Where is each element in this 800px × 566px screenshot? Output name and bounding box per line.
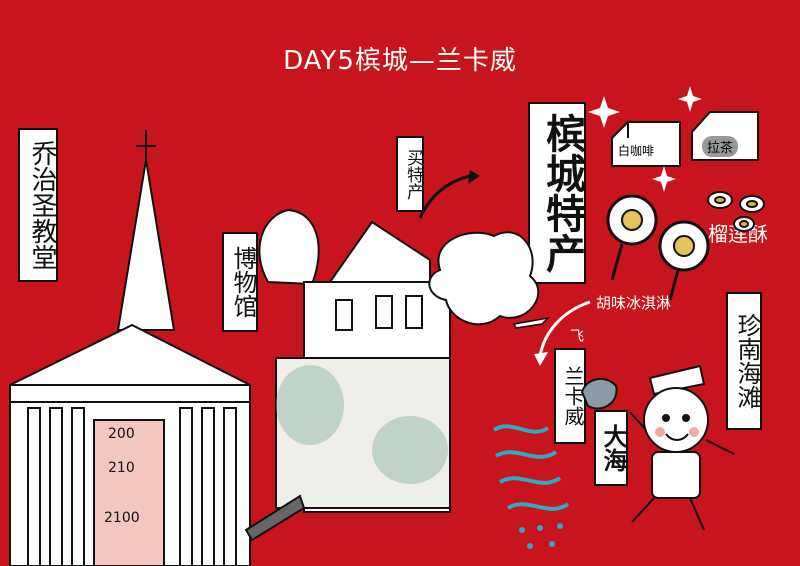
- museum-label: 博物馆: [222, 232, 258, 332]
- tree: [258, 208, 320, 286]
- white-coffee-box: 白咖啡: [610, 120, 682, 168]
- church-scrawl-2: 210: [108, 460, 135, 476]
- penang-specialty-label: 槟城特产: [528, 102, 586, 284]
- buy-specialty-label: 买特产: [396, 136, 424, 212]
- church-label: 乔治圣教堂: [18, 128, 58, 282]
- ice-cream-1: [606, 194, 658, 281]
- arrow-to-langkawi: [538, 300, 591, 357]
- church-body: [9, 323, 251, 566]
- sea-dots: [519, 523, 563, 549]
- church-steeple: [116, 130, 176, 331]
- airplane: [512, 316, 551, 329]
- ice-cream-label: 胡味冰淇淋: [596, 294, 672, 312]
- church-scrawl-3: 2100: [104, 510, 140, 526]
- sea-label: 大海: [594, 410, 628, 486]
- pull-tea-box: 拉茶: [690, 110, 760, 162]
- durian-pastries: [707, 191, 765, 232]
- rock: [580, 377, 618, 410]
- page-title: DAY5槟城—兰卡威: [283, 46, 517, 76]
- arrow-to-specialty: [418, 174, 471, 219]
- white-coffee-text: 白咖啡: [618, 144, 655, 158]
- path-road: [244, 494, 306, 542]
- sparkles: [588, 86, 702, 192]
- market-cloud: [428, 231, 540, 326]
- ice-cream-2: [658, 220, 710, 301]
- pull-tea-text: 拉茶: [702, 136, 739, 157]
- boy-character: [629, 364, 735, 531]
- fly-label: 飞: [570, 329, 584, 345]
- church-scrawl-1: 200: [108, 426, 135, 442]
- sea-waves: [492, 424, 570, 511]
- beach-label: 珍南海滩: [726, 292, 762, 430]
